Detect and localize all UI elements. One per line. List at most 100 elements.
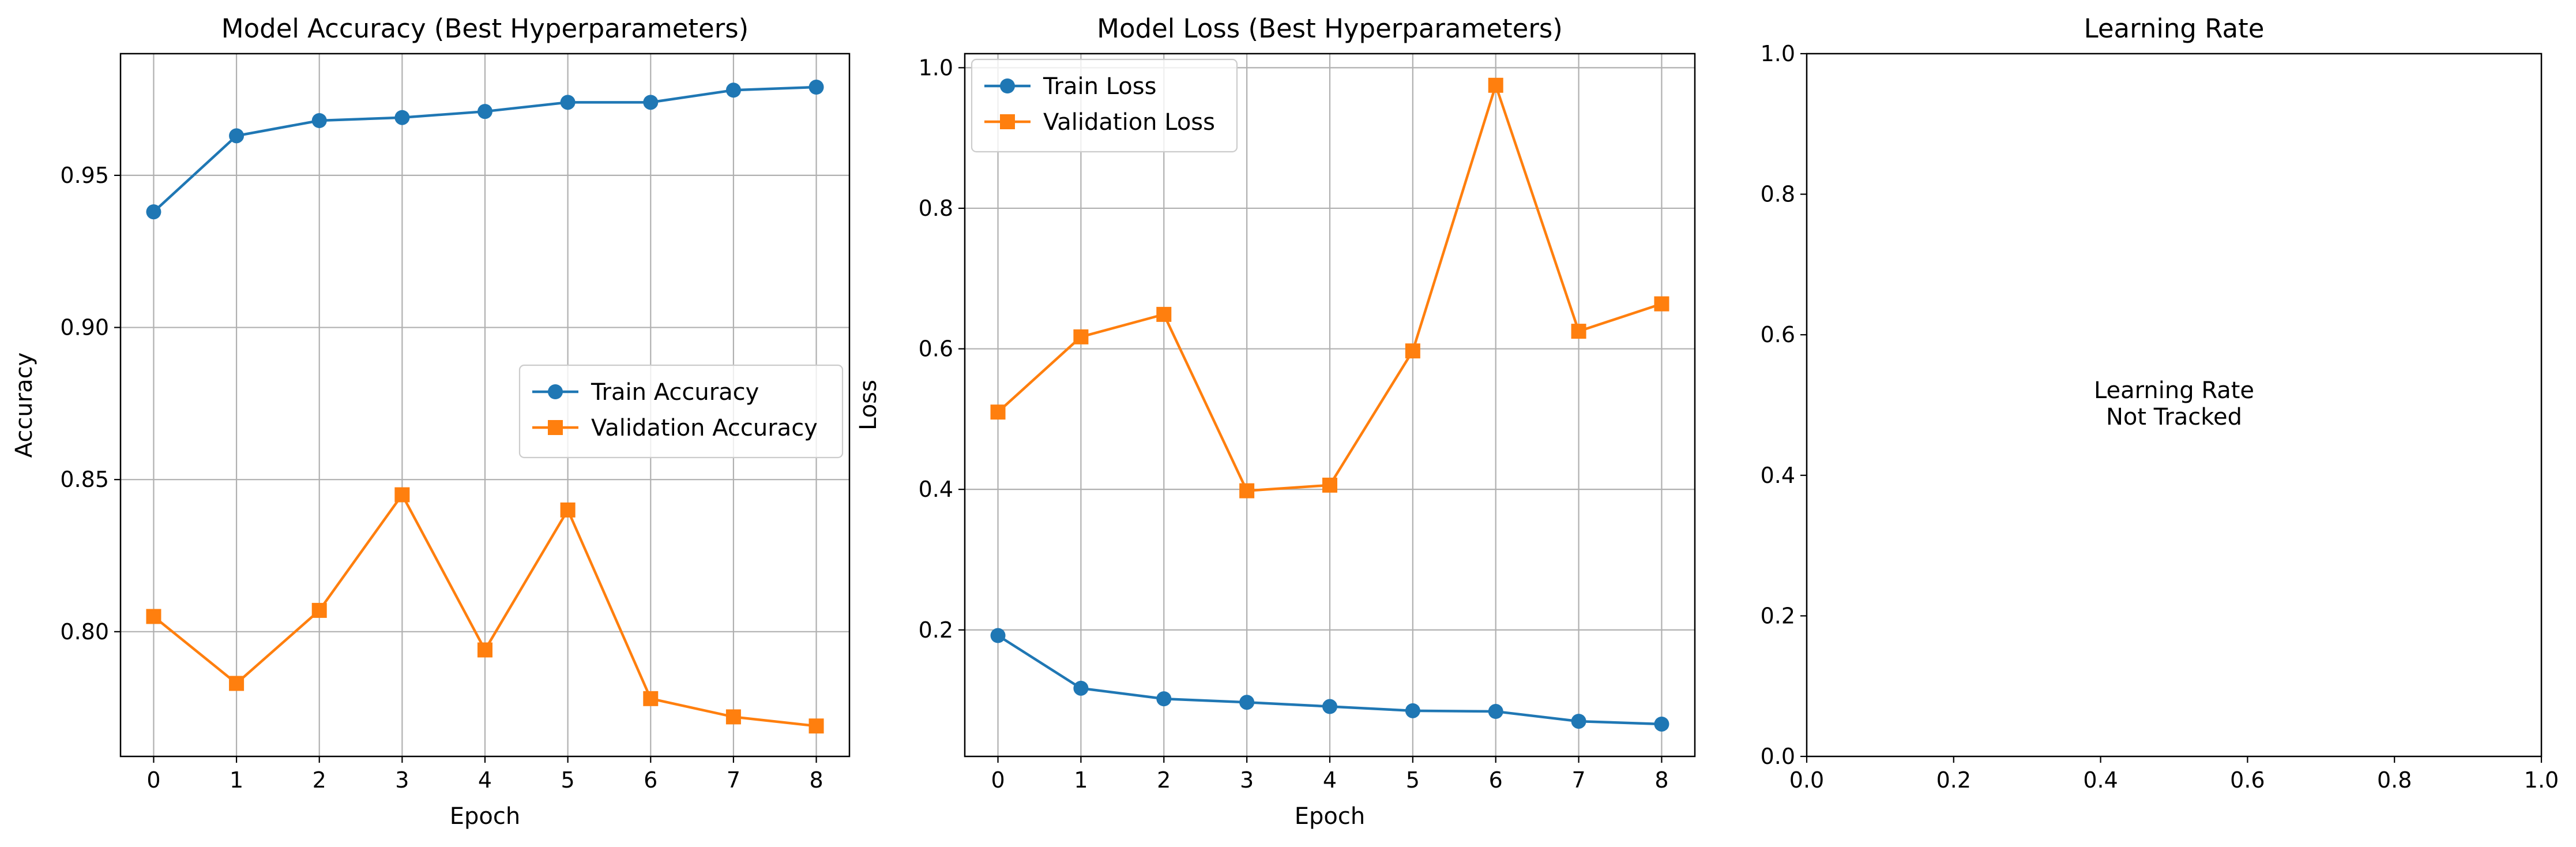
- loss-legend-label: Train Loss: [1043, 73, 1156, 100]
- accuracy-data-point: [725, 83, 741, 98]
- learning-rate-annotation-line-2: Not Tracked: [2106, 404, 2242, 430]
- learning-rate-y-tick-label: 0.0: [1761, 744, 1795, 769]
- accuracy-data-point: [725, 709, 741, 725]
- loss-data-point: [1322, 699, 1337, 714]
- learning-rate-ticks: 0.0 0.2 0.4 0.6 0.8 1.0 0.0 0.2 0.4 0.6 0.8 1.0: [1761, 41, 2559, 793]
- loss-y-axis-label: Loss: [855, 380, 882, 430]
- loss-data-point: [1239, 483, 1255, 499]
- accuracy-x-axis-label: Epoch: [450, 803, 520, 830]
- learning-rate-axes-frame: [1806, 53, 2543, 758]
- learning-rate-y-tick-label: 1.0: [1761, 41, 1795, 66]
- learning-rate-y-tick-label: 0.6: [1761, 322, 1795, 347]
- loss-legend-label: Validation Loss: [1043, 109, 1215, 136]
- loss-legend: Train Loss Validation Loss: [971, 58, 1238, 153]
- accuracy-y-tick-label: 0.90: [60, 315, 109, 340]
- accuracy-data-point: [229, 128, 245, 144]
- accuracy-data-point: [311, 602, 327, 618]
- learning-rate-y-tick-label: 0.4: [1761, 463, 1795, 488]
- accuracy-data-point: [560, 95, 576, 110]
- accuracy-x-tick-label: 5: [561, 767, 575, 793]
- accuracy-ticks: 0 1 2 3 4 5 6 7 8 0.80 0.85 0.90 0.95: [60, 163, 823, 793]
- learning-rate-x-tick-label: 0.8: [2377, 767, 2412, 793]
- accuracy-data-point: [146, 609, 161, 624]
- accuracy-y-tick-label: 0.80: [60, 619, 109, 644]
- accuracy-data-point: [477, 642, 492, 658]
- loss-x-axis-label: Epoch: [1295, 803, 1365, 830]
- loss-data-point: [1488, 704, 1503, 719]
- loss-data-point: [1322, 477, 1337, 493]
- accuracy-chart: 0 1 2 3 4 5 6 7 8 0.80 0.85 0.90 0.95 Model Accuracy…: [11, 13, 851, 830]
- accuracy-data-point: [560, 502, 576, 518]
- loss-data-point: [1073, 329, 1089, 344]
- accuracy-x-tick-label: 4: [478, 767, 492, 793]
- accuracy-x-tick-label: 7: [727, 767, 740, 793]
- loss-data-point: [990, 628, 1006, 643]
- loss-data-point: [1073, 680, 1089, 696]
- loss-y-tick-label: 1.0: [919, 55, 953, 80]
- loss-data-point: [990, 404, 1006, 420]
- loss-x-tick-label: 1: [1074, 767, 1088, 793]
- loss-x-tick-label: 2: [1157, 767, 1171, 793]
- accuracy-x-tick-label: 8: [809, 767, 823, 793]
- loss-legend-swatch-marker: [1000, 78, 1015, 93]
- accuracy-data-point: [394, 110, 410, 125]
- learning-rate-x-tick-label: 1.0: [2524, 767, 2559, 793]
- accuracy-x-tick-label: 6: [644, 767, 657, 793]
- accuracy-data-point: [477, 104, 492, 119]
- loss-data-point: [1156, 306, 1172, 322]
- accuracy-legend-box: [518, 364, 844, 459]
- loss-x-tick-label: 4: [1323, 767, 1337, 793]
- loss-data-point: [1405, 703, 1420, 718]
- learning-rate-x-tick-label: 0.4: [2083, 767, 2118, 793]
- loss-series: [990, 77, 1669, 732]
- accuracy-legend: Train Accuracy Validation Accuracy: [518, 364, 844, 459]
- accuracy-x-tick-label: 1: [230, 767, 243, 793]
- loss-y-tick-label: 0.4: [919, 477, 953, 502]
- learning-rate-y-tick-label: 0.2: [1761, 603, 1795, 628]
- accuracy-data-point: [808, 80, 824, 95]
- learning-rate-annotation-line-1: Learning Rate: [2094, 377, 2254, 404]
- accuracy-y-axis-label: Accuracy: [11, 353, 37, 458]
- loss-data-point: [1571, 714, 1586, 729]
- loss-data-point: [1405, 343, 1420, 359]
- accuracy-x-tick-label: 3: [395, 767, 409, 793]
- loss-x-tick-label: 5: [1406, 767, 1420, 793]
- loss-chart: 0 1 2 3 4 5 6 7 8 0.2 0.4 0.6 0.8 1.0 Model Loss (Bes…: [855, 13, 1696, 830]
- accuracy-legend-swatch-marker: [548, 384, 563, 399]
- loss-ticks: 0 1 2 3 4 5 6 7 8 0.2 0.4 0.6 0.8 1.0: [919, 55, 1669, 793]
- accuracy-y-tick-label: 0.85: [60, 467, 109, 492]
- loss-y-tick-label: 0.8: [919, 196, 953, 221]
- loss-data-point: [1654, 716, 1669, 732]
- loss-legend-box: [971, 58, 1238, 153]
- learning-rate-y-tick-label: 0.8: [1761, 182, 1795, 207]
- accuracy-grid: [121, 54, 849, 756]
- learning-rate-chart: 0.0 0.2 0.4 0.6 0.8 1.0 0.0 0.2 0.4 0.6 0.8 1.0 Lea…: [1761, 13, 2559, 793]
- loss-data-point: [1654, 296, 1669, 312]
- loss-chart-title: Model Loss (Best Hyperparameters): [1097, 13, 1563, 44]
- learning-rate-chart-title: Learning Rate: [2084, 13, 2265, 44]
- accuracy-data-point: [643, 95, 659, 110]
- loss-x-tick-label: 6: [1489, 767, 1503, 793]
- accuracy-data-point: [311, 113, 327, 128]
- accuracy-data-point: [808, 718, 824, 734]
- accuracy-data-point: [146, 204, 161, 220]
- accuracy-x-tick-label: 2: [313, 767, 326, 793]
- accuracy-x-tick-label: 0: [146, 767, 160, 793]
- accuracy-y-tick-label: 0.95: [60, 163, 109, 188]
- loss-y-tick-label: 0.6: [919, 336, 953, 362]
- accuracy-data-point: [229, 676, 245, 691]
- learning-rate-x-tick-label: 0.2: [1936, 767, 1971, 793]
- accuracy-chart-title: Model Accuracy (Best Hyperparameters): [221, 13, 749, 44]
- loss-data-point: [1571, 324, 1586, 339]
- loss-x-tick-label: 8: [1654, 767, 1668, 793]
- accuracy-legend-label: Train Accuracy: [591, 379, 759, 406]
- loss-data-point: [1156, 691, 1172, 707]
- loss-data-point: [1488, 77, 1503, 93]
- accuracy-series: [146, 80, 824, 734]
- accuracy-legend-swatch-marker: [548, 420, 563, 435]
- learning-rate-x-tick-label: 0.6: [2230, 767, 2265, 793]
- accuracy-data-point: [394, 487, 410, 503]
- loss-data-point: [1239, 695, 1255, 710]
